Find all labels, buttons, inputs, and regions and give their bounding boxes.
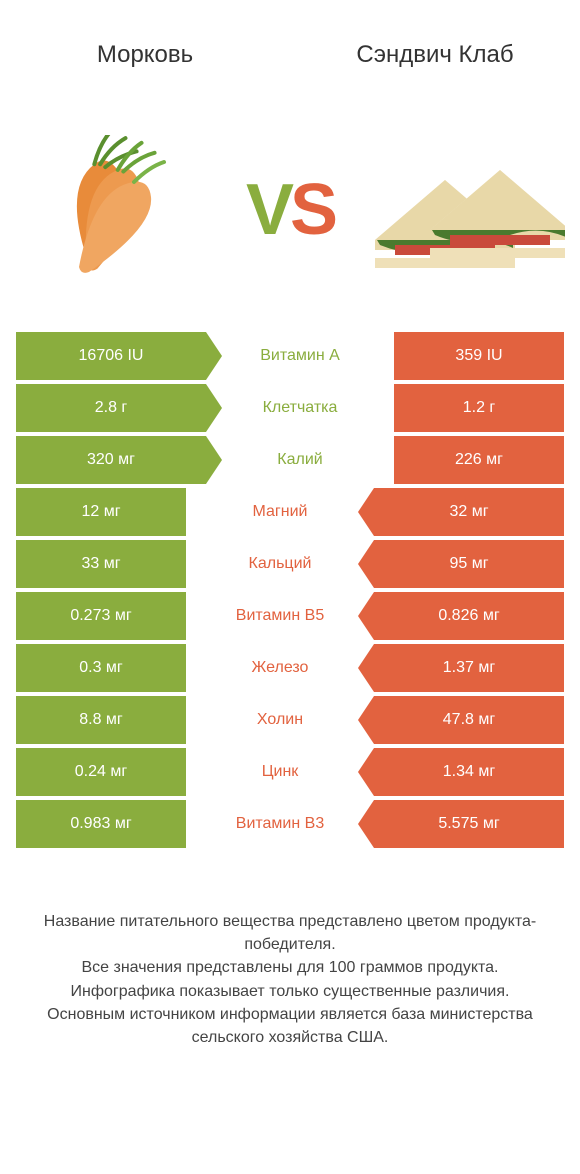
left-value: 0.24 мг: [16, 748, 186, 796]
footer-line: Основным источником информации является …: [30, 1003, 550, 1049]
nutrient-label: Холин: [186, 711, 374, 729]
right-value: 359 IU: [394, 332, 564, 380]
vs-s: S: [290, 170, 334, 250]
left-value: 12 мг: [16, 488, 186, 536]
table-row: 0.3 мгЖелезо1.37 мг: [16, 642, 564, 694]
header-left-title: Морковь: [0, 41, 290, 69]
nutrient-label: Витамин B3: [186, 815, 374, 833]
vs-v: V: [246, 170, 290, 250]
table-row: 2.8 гКлетчатка1.2 г: [16, 382, 564, 434]
table-row: 320 мгКалий226 мг: [16, 434, 564, 486]
right-value: 95 мг: [374, 540, 564, 588]
right-value: 226 мг: [394, 436, 564, 484]
left-value: 0.273 мг: [16, 592, 186, 640]
header-right-title: Сэндвич Клаб: [290, 41, 580, 69]
left-value: 2.8 г: [16, 384, 206, 432]
footer-line: Название питательного вещества представл…: [30, 910, 550, 956]
right-value: 1.2 г: [394, 384, 564, 432]
left-value: 320 мг: [16, 436, 206, 484]
left-value: 0.983 мг: [16, 800, 186, 848]
nutrient-label: Клетчатка: [206, 399, 394, 417]
vs-label: VS: [246, 169, 334, 251]
right-value: 5.575 мг: [374, 800, 564, 848]
footer-line: Инфографика показывает только существенн…: [30, 980, 550, 1003]
nutrient-label: Калий: [206, 451, 394, 469]
left-value: 0.3 мг: [16, 644, 186, 692]
right-food-image: [360, 125, 570, 295]
images-row: VS: [0, 110, 580, 310]
left-food-image: [10, 125, 220, 295]
table-row: 8.8 мгХолин47.8 мг: [16, 694, 564, 746]
left-value: 33 мг: [16, 540, 186, 588]
right-value: 32 мг: [374, 488, 564, 536]
header: Морковь Сэндвич Клаб: [0, 0, 580, 110]
table-row: 16706 IUВитамин A359 IU: [16, 330, 564, 382]
nutrient-label: Магний: [186, 503, 374, 521]
nutrient-label: Витамин B5: [186, 607, 374, 625]
footer-notes: Название питательного вещества представл…: [0, 910, 580, 1049]
carrot-icon: [25, 135, 205, 285]
left-value: 16706 IU: [16, 332, 206, 380]
table-row: 0.24 мгЦинк1.34 мг: [16, 746, 564, 798]
left-value: 8.8 мг: [16, 696, 186, 744]
comparison-table: 16706 IUВитамин A359 IU2.8 гКлетчатка1.2…: [0, 330, 580, 850]
nutrient-label: Витамин A: [206, 347, 394, 365]
right-value: 47.8 мг: [374, 696, 564, 744]
right-value: 1.34 мг: [374, 748, 564, 796]
sandwich-icon: [365, 140, 565, 280]
table-row: 33 мгКальций95 мг: [16, 538, 564, 590]
table-row: 12 мгМагний32 мг: [16, 486, 564, 538]
nutrient-label: Железо: [186, 659, 374, 677]
table-row: 0.273 мгВитамин B50.826 мг: [16, 590, 564, 642]
nutrient-label: Цинк: [186, 763, 374, 781]
nutrient-label: Кальций: [186, 555, 374, 573]
right-value: 0.826 мг: [374, 592, 564, 640]
table-row: 0.983 мгВитамин B35.575 мг: [16, 798, 564, 850]
right-value: 1.37 мг: [374, 644, 564, 692]
footer-line: Все значения представлены для 100 граммо…: [30, 956, 550, 979]
